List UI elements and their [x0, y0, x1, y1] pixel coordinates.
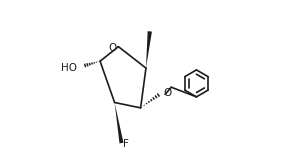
Text: O: O [163, 88, 171, 98]
Polygon shape [146, 31, 152, 68]
Text: HO: HO [61, 63, 77, 73]
Text: F: F [123, 139, 129, 149]
Polygon shape [114, 103, 123, 143]
Text: O: O [109, 43, 117, 53]
